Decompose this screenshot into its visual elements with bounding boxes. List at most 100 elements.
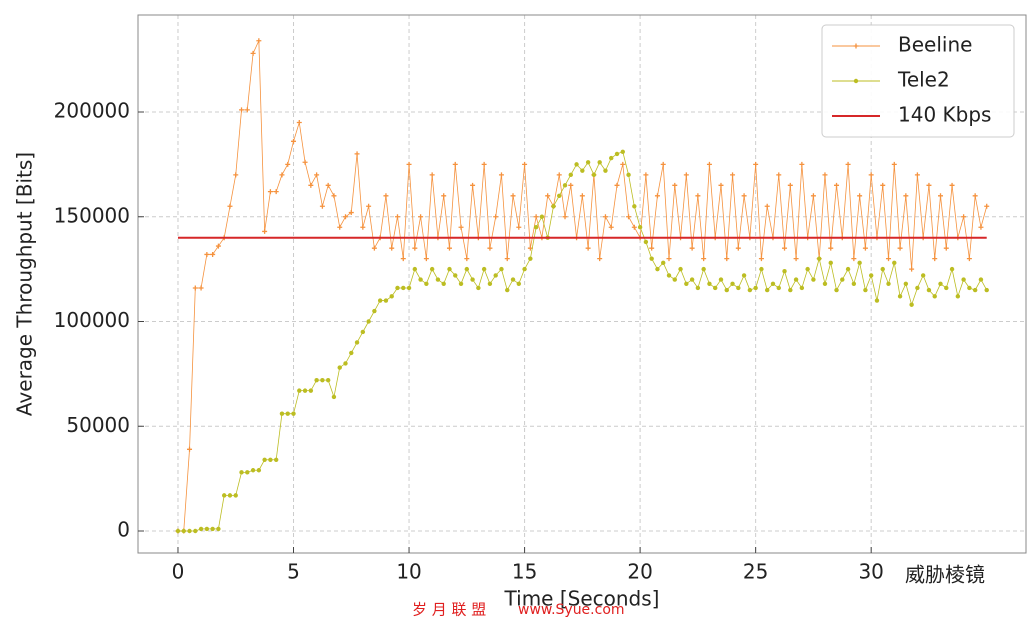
marker — [458, 281, 464, 286]
marker — [579, 193, 585, 199]
marker — [383, 193, 389, 199]
marker — [943, 245, 949, 251]
marker — [891, 161, 897, 167]
marker — [654, 193, 660, 199]
marker — [816, 256, 822, 261]
marker — [504, 256, 510, 262]
marker — [424, 281, 429, 286]
marker — [297, 388, 302, 393]
marker — [961, 214, 967, 220]
marker — [285, 161, 291, 167]
marker — [626, 172, 631, 178]
marker — [886, 256, 892, 262]
marker — [308, 182, 314, 188]
marker — [516, 224, 522, 230]
marker — [591, 172, 597, 178]
marker — [273, 189, 279, 195]
marker — [510, 193, 516, 199]
marker — [498, 172, 504, 178]
x-axis-label: Time [Seconds] — [504, 587, 660, 611]
marker — [245, 470, 250, 475]
marker — [914, 172, 920, 178]
marker — [782, 245, 788, 251]
marker — [256, 468, 262, 473]
marker — [765, 287, 770, 293]
marker — [302, 159, 308, 165]
marker — [221, 493, 227, 498]
marker — [406, 161, 412, 167]
marker — [840, 277, 845, 282]
marker — [458, 224, 464, 230]
marker — [291, 411, 296, 416]
marker — [487, 281, 493, 286]
marker — [256, 38, 262, 44]
marker — [250, 468, 256, 473]
marker — [435, 277, 441, 282]
marker — [851, 281, 857, 286]
marker — [470, 277, 475, 282]
marker — [181, 528, 186, 534]
marker — [787, 182, 793, 188]
marker — [377, 298, 383, 303]
marker — [302, 388, 308, 393]
marker — [429, 266, 435, 272]
marker — [273, 457, 279, 462]
marker — [868, 273, 874, 278]
marker — [764, 203, 770, 209]
marker — [972, 193, 978, 199]
marker — [574, 162, 579, 167]
marker — [441, 193, 447, 199]
x-tick-label: 30 — [858, 560, 883, 584]
marker — [262, 228, 268, 234]
marker — [192, 285, 198, 291]
marker — [325, 377, 331, 383]
marker — [250, 50, 256, 56]
marker — [897, 245, 903, 251]
marker — [215, 243, 221, 249]
marker — [325, 182, 331, 188]
marker — [227, 203, 233, 209]
series-line — [177, 151, 988, 532]
marker — [649, 256, 654, 261]
marker — [296, 119, 302, 125]
marker — [747, 287, 753, 293]
marker — [279, 411, 285, 416]
marker — [753, 161, 759, 167]
watermark: www.Syue.com — [518, 602, 625, 618]
marker — [909, 302, 914, 307]
marker — [678, 266, 683, 272]
marker — [210, 251, 216, 257]
marker — [834, 182, 840, 188]
marker — [892, 260, 897, 266]
marker — [695, 193, 701, 199]
marker — [632, 204, 637, 209]
x-tick-label: 5 — [287, 560, 300, 584]
marker — [239, 107, 245, 113]
marker — [689, 277, 695, 282]
marker — [291, 138, 297, 144]
marker — [880, 266, 885, 272]
marker — [828, 245, 834, 251]
marker — [452, 161, 458, 167]
marker — [446, 245, 452, 251]
x-tick-label: 15 — [512, 560, 537, 584]
marker — [516, 281, 522, 286]
marker — [389, 294, 394, 299]
marker — [204, 526, 210, 532]
marker — [853, 43, 859, 49]
marker — [834, 287, 839, 293]
marker — [718, 182, 724, 188]
marker — [360, 224, 366, 230]
marker — [978, 277, 984, 282]
marker — [499, 266, 504, 272]
marker — [811, 277, 816, 282]
marker — [470, 182, 476, 188]
marker — [718, 277, 724, 282]
marker — [453, 273, 458, 278]
marker — [609, 155, 614, 161]
marker — [175, 528, 181, 534]
marker — [966, 256, 972, 262]
marker — [695, 285, 701, 291]
marker — [689, 245, 695, 251]
